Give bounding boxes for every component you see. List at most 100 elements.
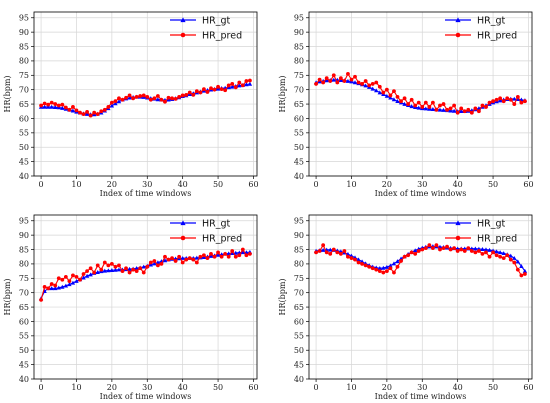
legend-label: HR_pred [202,31,242,42]
data-point-triangle [88,272,93,277]
data-point-circle [102,107,107,112]
data-point-triangle [497,250,503,255]
y-tick-label: 60 [19,114,29,123]
data-point-circle [63,274,68,279]
grid [34,12,257,177]
data-point-circle [209,251,213,256]
data-point-circle [170,96,174,101]
data-point-triangle [384,93,390,98]
series-hr-pred [39,247,252,302]
data-point-circle [187,90,192,95]
data-point-circle [438,103,442,108]
data-point-circle [46,102,51,107]
data-point-circle [88,113,93,118]
legend-marker-circle [180,32,186,38]
data-point-circle [317,249,322,253]
data-point-triangle [155,97,161,102]
data-point-circle [102,260,107,265]
data-point-triangle [74,278,79,283]
data-point-triangle [230,251,235,256]
data-point-circle [498,96,503,101]
data-point-triangle [352,80,358,85]
data-point-triangle [45,104,51,109]
data-point-circle [338,76,343,81]
data-point-circle [370,82,375,86]
data-point-circle [155,263,160,268]
data-point-circle [494,97,499,102]
y-tick-label: 40 [19,172,29,181]
y-tick-label: 95 [19,217,29,226]
data-point-circle [117,263,121,268]
x-axis-label: Index of time windows [375,392,467,401]
y-axis-label: HR(bpm) [278,278,287,315]
legend-label: HR_pred [202,234,242,245]
data-point-circle [494,253,499,258]
chart-panel-bottom-right: 40 45 50 55 60 65 70 75 80 85 90 95 0 10 20 30 40 50 60 Ind… [275,203,547,401]
x-tick-label: 50 [213,180,223,189]
x-tick-label: 10 [71,383,81,392]
data-point-circle [223,88,228,93]
data-point-triangle [84,111,90,116]
data-point-circle [237,80,242,85]
data-point-circle [106,105,111,109]
data-point-triangle [320,247,326,252]
x-tick-label: 60 [523,180,533,189]
data-point-circle [406,102,411,106]
data-point-circle [515,94,520,99]
data-point-circle [159,262,164,266]
data-point-triangle [324,78,329,83]
data-point-triangle [515,259,521,264]
data-point-circle [226,254,231,259]
data-point-circle [523,99,527,104]
data-point-circle [473,106,478,111]
data-point-triangle [384,264,390,269]
data-point-triangle [441,107,446,112]
data-point-circle [226,83,231,88]
data-point-circle [148,260,153,265]
data-point-circle [346,71,350,76]
data-point-triangle [230,84,235,89]
y-tick-label: 40 [19,375,29,384]
axis-ticks: 40 45 50 55 60 65 70 75 80 85 90 95 0 10 20 30 40 50 60 [294,217,534,392]
data-point-circle [445,244,449,249]
data-point-circle [438,247,442,252]
data-point-circle [328,251,333,256]
x-tick-label: 40 [178,180,188,189]
data-point-circle [42,101,47,106]
data-point-circle [409,97,414,102]
data-point-circle [148,97,153,102]
data-point-circle [501,256,506,261]
data-point-circle [402,96,407,101]
data-point-triangle [42,104,47,109]
data-point-circle [113,99,118,104]
data-point-circle [173,96,178,101]
data-point-circle [430,100,435,105]
data-point-circle [205,90,210,94]
data-point-circle [448,247,453,252]
x-tick-label: 30 [142,383,152,392]
data-point-circle [331,73,336,78]
y-tick-label: 75 [19,71,29,80]
data-point-circle [335,250,340,255]
data-point-circle [314,250,318,255]
data-point-triangle [244,82,249,87]
data-point-circle [163,254,167,259]
data-point-circle [120,269,125,274]
data-point-circle [99,109,104,114]
data-point-triangle [512,255,517,260]
data-point-circle [427,105,432,109]
series-hr-pred [39,78,252,118]
y-tick-label: 70 [294,288,304,297]
data-point-triangle [95,270,100,275]
x-tick-label: 30 [417,180,427,189]
data-point-circle [505,96,510,101]
data-point-circle [388,93,393,98]
y-tick-label: 90 [294,231,304,240]
chart-svg: 40 45 50 55 60 65 70 75 80 85 90 95 0 10 20 30 40 50 60 Ind… [278,11,534,198]
data-point-circle [349,77,354,82]
data-point-circle [60,277,65,282]
data-point-triangle [388,263,393,268]
y-tick-label: 95 [19,14,29,23]
data-point-circle [430,246,435,250]
y-tick-label: 95 [294,14,304,23]
